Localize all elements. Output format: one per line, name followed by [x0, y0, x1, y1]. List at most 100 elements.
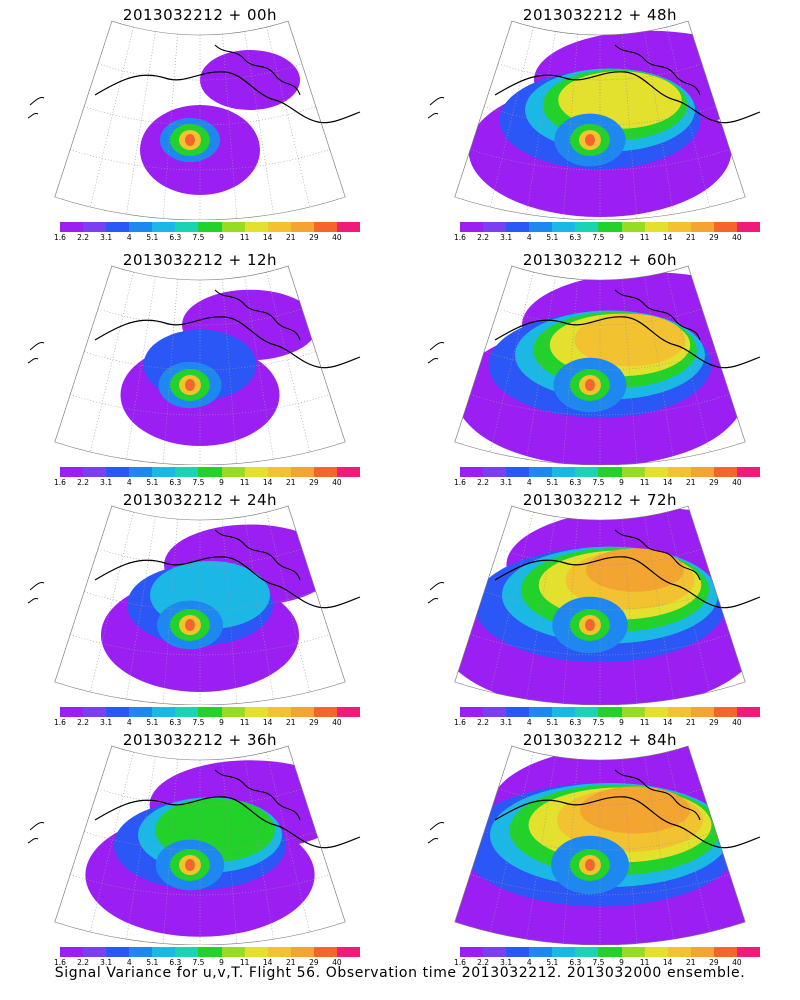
coastline [94, 556, 361, 609]
colorbar-swatch [336, 947, 361, 957]
map-border [54, 265, 346, 465]
colorbar-swatch [713, 947, 737, 957]
colorbar-tick-label: 1.6 [454, 478, 466, 487]
colorbar-swatch [198, 947, 222, 957]
colorbar-tick-label: 14 [262, 718, 273, 727]
colorbar-tick-label: 5.1 [546, 718, 559, 727]
colorbar-swatch [129, 222, 153, 232]
colorbar-swatch [736, 947, 761, 957]
colorbar-tick-label: 14 [262, 478, 273, 487]
map-panel-p48: 2013032212 + 48h 1.6 2.2 3.1 4 5.1 6.3 7.5 9 11 14… [400, 0, 800, 243]
coastline [494, 71, 761, 124]
map-panel-p84: 2013032212 + 84h 1.6 2.2 3.1 4 5.1 6.3 7.5 9 11 14… [400, 725, 800, 967]
coastline-arctic [614, 289, 701, 341]
variance-field [454, 746, 746, 945]
colorbar-tick-label: 2.2 [477, 718, 490, 727]
colorbar-swatch [221, 947, 245, 957]
colorbar [60, 222, 361, 232]
colorbar-tick-label: 6.3 [569, 718, 582, 727]
map-border [454, 505, 746, 705]
panel-title: 2013032212 + 60h [522, 251, 678, 269]
coastline-arctic [214, 529, 301, 581]
colorbar-swatch [621, 222, 645, 232]
colorbar-swatch [336, 222, 361, 232]
colorbar-tick-label: 1.6 [54, 718, 66, 727]
colorbar-swatch [598, 707, 622, 717]
colorbar-tick-label: 29 [709, 233, 719, 242]
colorbar-tick-label: 14 [262, 233, 273, 242]
colorbar-tick-label: 3.1 [100, 718, 113, 727]
colorbar-labels: 1.6 2.2 3.1 4 5.1 6.3 7.5 9 11 14 21 29 40 [54, 233, 360, 243]
colorbar-tick-label: 4 [126, 233, 132, 242]
colorbar-swatch [152, 222, 176, 232]
colorbar-tick-label: 1.6 [454, 958, 466, 967]
colorbar-swatch [221, 707, 245, 717]
colorbar-tick-label: 6.3 [169, 718, 182, 727]
colorbar-tick-label: 40 [332, 478, 342, 487]
colorbar-swatch [60, 222, 84, 232]
colorbar-tick-label: 11 [639, 478, 650, 487]
colorbar-tick-label: 5.1 [146, 233, 159, 242]
colorbar-swatch [313, 947, 337, 957]
coastline [494, 556, 761, 609]
colorbar-tick-label: 7.5 [192, 958, 205, 967]
colorbar-swatch [506, 222, 530, 232]
polar-map [27, 505, 361, 705]
panel-title: 2013032212 + 00h [122, 6, 278, 24]
colorbar-swatch [83, 467, 107, 477]
coastline [94, 316, 361, 369]
colorbar-swatch [221, 222, 245, 232]
colorbar-tick-label: 21 [685, 958, 696, 967]
colorbar-swatch [506, 467, 530, 477]
colorbar-tick-label: 21 [285, 718, 296, 727]
colorbar-tick-label: 5.1 [146, 718, 159, 727]
map-border [54, 505, 346, 705]
colorbar-tick-label: 6.3 [169, 958, 182, 967]
colorbar-tick-label: 9 [619, 478, 624, 487]
coastline [94, 796, 361, 849]
colorbar-swatch [483, 707, 507, 717]
colorbar-tick-label: 1.6 [54, 958, 66, 967]
colorbar-tick-label: 4 [126, 958, 132, 967]
colorbar-tick-label: 9 [619, 958, 624, 967]
panel-title: 2013032212 + 36h [122, 731, 278, 749]
colorbar-labels: 1.6 2.2 3.1 4 5.1 6.3 7.5 9 11 14 21 29 40 [454, 233, 760, 243]
coastline [494, 316, 761, 369]
colorbar-tick-label: 4 [526, 478, 532, 487]
colorbar-tick-label: 11 [639, 233, 650, 242]
colorbar-tick-label: 21 [285, 478, 296, 487]
colorbar-swatch [152, 947, 176, 957]
map-border [454, 745, 746, 945]
colorbar-swatch [621, 707, 645, 717]
colorbar-swatch [506, 707, 530, 717]
colorbar-tick-label: 4 [526, 233, 532, 242]
colorbar-tick-label: 21 [285, 958, 296, 967]
colorbar-tick-label: 29 [309, 478, 319, 487]
panel-title: 2013032212 + 72h [522, 491, 678, 509]
colorbar-swatch [290, 222, 314, 232]
colorbar-swatch [313, 222, 337, 232]
polar-map [427, 745, 761, 945]
colorbar-tick-label: 6.3 [569, 958, 582, 967]
colorbar-swatch [598, 947, 622, 957]
colorbar-swatch [667, 222, 691, 232]
colorbar-swatch [736, 467, 761, 477]
colorbar-swatch [506, 947, 530, 957]
coastline-arctic [214, 44, 301, 96]
colorbar-swatch [667, 467, 691, 477]
colorbar-tick-label: 7.5 [192, 233, 205, 242]
colorbar-swatch [244, 467, 268, 477]
colorbar-tick-label: 14 [662, 478, 673, 487]
map-border [454, 20, 746, 220]
colorbar-tick-label: 40 [332, 958, 342, 967]
colorbar-swatch [336, 467, 361, 477]
variance-contour [185, 134, 195, 146]
colorbar-tick-label: 29 [709, 718, 719, 727]
colorbar-tick-label: 29 [309, 958, 319, 967]
map-panel-p00: 2013032212 + 00h 1.6 2.2 3.1 4 5.1 6.3 7.5 9 11 14… [0, 0, 400, 243]
colorbar-swatch [644, 707, 668, 717]
variance-contour [185, 619, 195, 631]
colorbar-swatch [644, 947, 668, 957]
variance-contour [185, 859, 195, 871]
